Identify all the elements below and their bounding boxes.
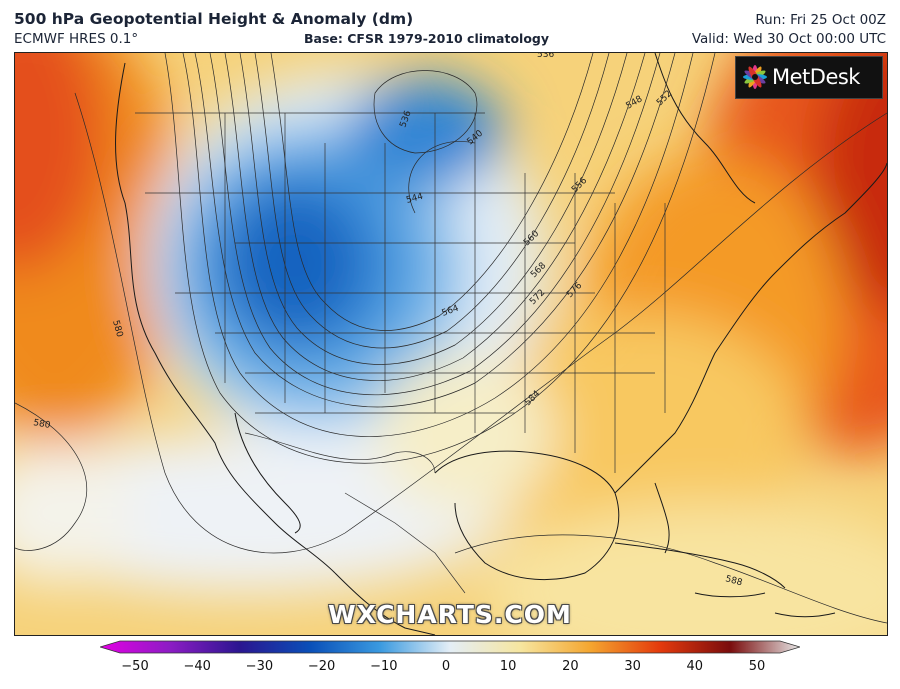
colorbar xyxy=(100,640,800,654)
anomaly-shading xyxy=(15,53,887,635)
colorbar-tick-label: −20 xyxy=(307,659,336,674)
model-label: ECMWF HRES 0.1° xyxy=(14,31,139,47)
colorbar-tick-label: 20 xyxy=(562,659,579,674)
colorbar-scale xyxy=(100,640,800,654)
colorbar-tick-label: −10 xyxy=(370,659,398,674)
contour-label: 536 xyxy=(537,53,554,60)
map-panel[interactable]: 536 536 540 544 548 552 556 560 564 568 … xyxy=(14,52,888,636)
political-borders xyxy=(135,112,666,594)
colorbar-tick-label: 40 xyxy=(686,659,704,674)
colorbar-tick-label: 30 xyxy=(624,659,641,674)
flower-logo-icon xyxy=(743,65,767,89)
colorbar-tick-label: 50 xyxy=(748,659,766,674)
contour-label: 580 xyxy=(32,418,51,431)
colorbar-tick-label: −50 xyxy=(121,659,149,674)
colorbar-tick-label: −30 xyxy=(245,659,274,674)
valid-time-label: Valid: Wed 30 Oct 00:00 UTC xyxy=(691,31,886,47)
run-time-label: Run: Fri 25 Oct 00Z xyxy=(755,12,886,28)
contour-label: 580 xyxy=(110,319,124,338)
watermark: WXCHARTS.COM xyxy=(328,600,572,629)
logo-text: MetDesk xyxy=(772,65,860,89)
metdesk-logo: MetDesk xyxy=(735,56,883,99)
climatology-base-label: Base: CFSR 1979-2010 climatology xyxy=(304,31,550,46)
chart-title: 500 hPa Geopotential Height & Anomaly (d… xyxy=(14,10,414,28)
anomaly-map: 536 536 540 544 548 552 556 560 564 568 … xyxy=(15,53,887,635)
colorbar-tick-label: 10 xyxy=(499,659,517,674)
coastlines xyxy=(115,53,887,635)
colorbar-tick-label: −40 xyxy=(183,659,211,674)
colorbar-tick-label: 0 xyxy=(441,659,451,674)
contour-label: 588 xyxy=(724,574,743,588)
contour-label: 544 xyxy=(405,192,424,206)
height-contours xyxy=(15,53,887,624)
